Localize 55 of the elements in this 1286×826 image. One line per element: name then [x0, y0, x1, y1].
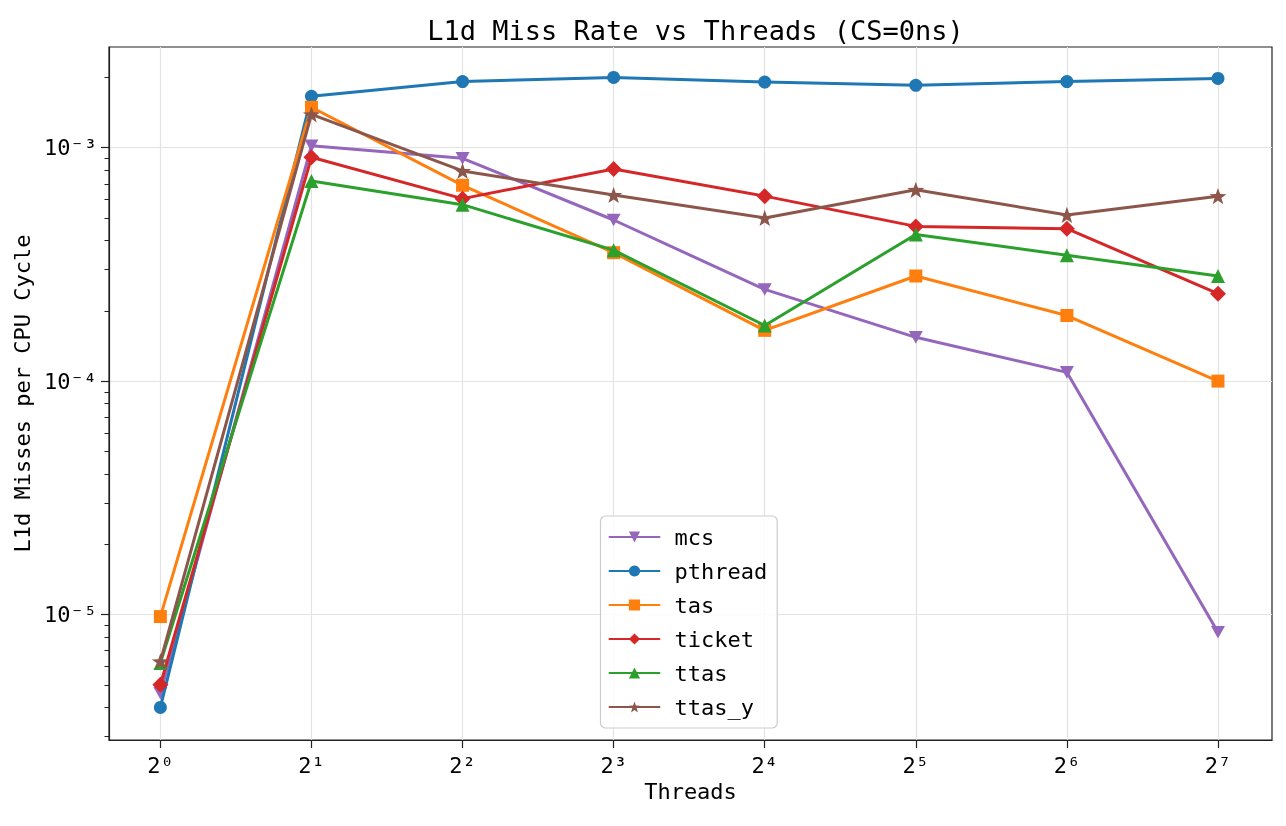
point	[607, 70, 621, 84]
point	[757, 283, 772, 296]
point	[455, 197, 470, 212]
point	[153, 610, 167, 624]
x-tick-label: 2⁷	[1204, 752, 1232, 778]
legend-label: ticket	[674, 626, 754, 652]
point	[304, 139, 319, 152]
point	[909, 269, 923, 283]
y-tick-label: 10⁻³	[44, 135, 97, 161]
point	[908, 331, 923, 344]
point	[1058, 220, 1075, 237]
point	[908, 227, 923, 242]
x-tick-label: 2²	[449, 752, 476, 778]
point	[153, 700, 167, 714]
point	[456, 178, 470, 192]
point	[1060, 75, 1074, 89]
legend-label: ttas_y	[674, 694, 754, 720]
point	[1209, 188, 1227, 205]
point	[1211, 374, 1225, 388]
point	[1210, 625, 1225, 639]
x-tick-label: 2⁶	[1053, 752, 1081, 778]
point	[757, 318, 772, 333]
legend-label: tas	[674, 592, 715, 618]
point	[758, 75, 772, 89]
legend-label: ttas	[674, 660, 728, 686]
chart-title: L1d Miss Rate vs Threads (CS=0ns)	[427, 15, 964, 46]
point	[152, 676, 169, 693]
legend-label: pthread	[674, 558, 768, 584]
point	[909, 78, 923, 92]
point	[456, 75, 470, 89]
point	[1209, 285, 1226, 302]
x-tick-label: 2⁴	[751, 752, 778, 778]
point	[304, 173, 319, 188]
x-tick-label: 2⁰	[147, 752, 174, 778]
point	[1211, 71, 1225, 85]
point	[302, 106, 320, 123]
x-tick-label: 2⁵	[902, 752, 930, 778]
y-tick-label: 10⁻⁵	[44, 602, 97, 628]
point	[605, 161, 622, 178]
point	[455, 152, 470, 165]
point	[1059, 366, 1074, 379]
legend-label: mcs	[674, 524, 715, 550]
x-tick-label: 2¹	[298, 752, 325, 778]
y-axis-title: L1d Misses per CPU Cycle	[9, 234, 35, 553]
y-tick-label: 10⁻⁴	[44, 368, 97, 394]
point	[907, 181, 925, 198]
point	[303, 149, 320, 166]
x-tick-label: 2³	[600, 752, 627, 778]
point	[1210, 269, 1225, 284]
point	[1060, 309, 1074, 322]
point	[1059, 248, 1074, 263]
point	[606, 213, 621, 227]
point	[454, 162, 472, 180]
x-axis-title: Threads	[644, 779, 737, 805]
point	[756, 188, 773, 205]
